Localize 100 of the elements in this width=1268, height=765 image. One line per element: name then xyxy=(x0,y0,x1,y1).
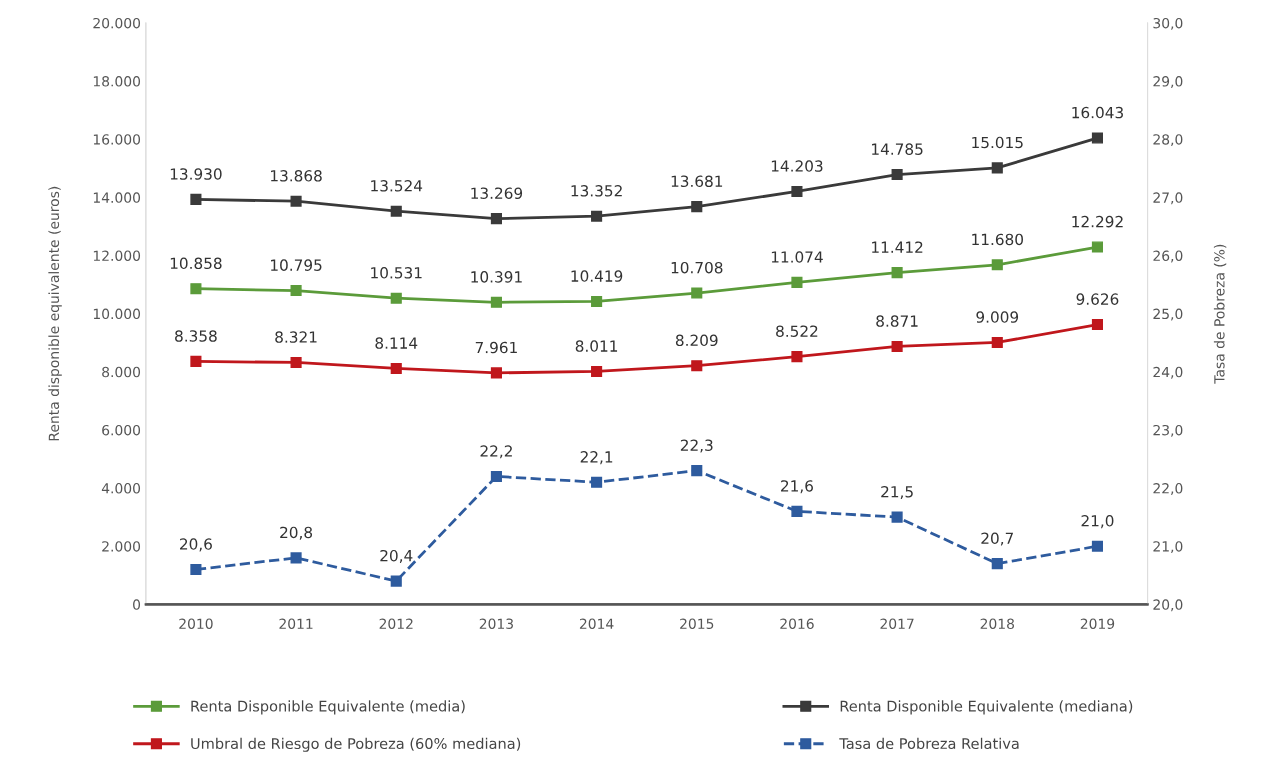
x-tick-label: 2011 xyxy=(279,618,313,629)
data-label: 20,7 xyxy=(981,532,1013,546)
point xyxy=(190,283,202,295)
data-label: 10.708 xyxy=(671,261,723,274)
point xyxy=(591,476,603,488)
data-label: 16.043 xyxy=(1072,106,1123,119)
data-label: 22,2 xyxy=(480,445,512,459)
data-label: 8.321 xyxy=(275,331,317,343)
data-label: 8.522 xyxy=(776,325,818,337)
point xyxy=(691,287,703,299)
x-tick-label: 2010 xyxy=(179,618,213,629)
x-tick-label: 2015 xyxy=(680,618,714,629)
x-tick-label: 2019 xyxy=(1080,618,1115,629)
point xyxy=(591,365,603,378)
point xyxy=(891,340,903,353)
data-label: 13.269 xyxy=(471,187,523,199)
point xyxy=(991,259,1003,271)
point xyxy=(390,292,402,304)
point xyxy=(591,210,603,222)
data-label: 12.292 xyxy=(1072,215,1123,228)
point xyxy=(490,367,502,379)
y-tick-label: 10.000 xyxy=(93,308,141,320)
y2-tick-label: 25,0 xyxy=(1153,308,1183,321)
data-label: 22,1 xyxy=(580,451,613,465)
point xyxy=(290,552,302,564)
point xyxy=(891,511,903,523)
data-label: 20,6 xyxy=(180,538,212,552)
y2-tick-label: 27,0 xyxy=(1153,192,1183,205)
point xyxy=(891,168,903,181)
x-tick-label: 2014 xyxy=(579,618,614,629)
point xyxy=(891,267,903,279)
y2-tick-label: 24,0 xyxy=(1153,366,1183,379)
y2-tick-label: 29,0 xyxy=(1153,76,1183,88)
point xyxy=(991,558,1003,570)
point xyxy=(290,284,302,297)
y-tick-label: 14.000 xyxy=(93,192,141,203)
point xyxy=(591,295,603,308)
point xyxy=(1091,132,1104,144)
y-tick-label: 16.000 xyxy=(93,134,141,145)
y2-axis-title: Tasa de Pobreza (%) xyxy=(1213,244,1227,384)
point xyxy=(691,201,703,213)
point xyxy=(490,296,502,308)
point xyxy=(290,195,302,207)
data-label: 15.015 xyxy=(972,136,1023,149)
data-label: 21,0 xyxy=(1081,515,1114,529)
data-label: 8.871 xyxy=(876,315,918,327)
y-axis-title: Renta disponible equivalente (euros) xyxy=(48,186,62,441)
y2-tick-label: 23,0 xyxy=(1153,424,1183,437)
x-tick-label: 2018 xyxy=(980,618,1014,629)
point xyxy=(991,162,1003,174)
point xyxy=(390,205,402,217)
point xyxy=(490,213,502,225)
y2-tick-label: 21,0 xyxy=(1153,541,1183,554)
point xyxy=(691,465,703,477)
data-label: 10.531 xyxy=(371,267,422,279)
x-tick-label: 2012 xyxy=(379,618,413,629)
point xyxy=(390,575,402,587)
point xyxy=(1091,318,1104,331)
data-label: 11.074 xyxy=(771,251,823,263)
point xyxy=(290,356,302,369)
data-label: 13.681 xyxy=(671,175,723,188)
data-label: 10.419 xyxy=(571,270,623,282)
data-label: 22,3 xyxy=(680,439,713,453)
y-tick-label: 2.000 xyxy=(102,541,141,552)
y-tick-label: 12.000 xyxy=(93,250,141,261)
legend-label: Renta Disponible Equivalente (media) xyxy=(191,700,465,715)
data-label: 8.114 xyxy=(375,337,418,349)
data-label: 21,6 xyxy=(781,480,813,494)
data-label: 13.352 xyxy=(571,185,622,197)
data-label: 9.626 xyxy=(1076,293,1119,305)
data-label: 20,4 xyxy=(380,549,413,564)
data-label: 21,5 xyxy=(881,485,913,500)
y-tick-label: 0 xyxy=(133,599,141,610)
legend-label: Renta Disponible Equivalente (mediana) xyxy=(840,700,1133,715)
point xyxy=(1091,241,1104,253)
legend-label: Tasa de Pobreza Relativa xyxy=(839,737,1019,750)
y-tick-label: 18.000 xyxy=(93,76,141,87)
y2-tick-label: 20,0 xyxy=(1153,599,1183,612)
point xyxy=(991,336,1003,349)
x-tick-label: 2016 xyxy=(780,618,814,629)
point xyxy=(791,185,803,198)
point xyxy=(691,360,703,372)
data-label: 13.930 xyxy=(170,168,222,180)
y-tick-label: 8.000 xyxy=(102,366,141,378)
data-label: 10.795 xyxy=(271,259,322,271)
data-label: 8.011 xyxy=(575,340,618,352)
point xyxy=(190,355,202,367)
data-label: 10.391 xyxy=(471,271,522,283)
point xyxy=(190,563,202,576)
data-label: 14.785 xyxy=(872,143,923,155)
data-label: 8.358 xyxy=(175,330,217,342)
data-label: 8.209 xyxy=(675,334,718,347)
data-label: 9.009 xyxy=(976,311,1019,323)
y2-tick-label: 22,0 xyxy=(1153,483,1183,495)
point xyxy=(390,362,402,375)
data-label: 13.868 xyxy=(271,170,322,182)
data-label: 14.203 xyxy=(771,160,823,172)
y2-tick-label: 30,0 xyxy=(1153,17,1183,30)
point xyxy=(791,276,803,288)
data-label: 10.858 xyxy=(170,257,222,270)
